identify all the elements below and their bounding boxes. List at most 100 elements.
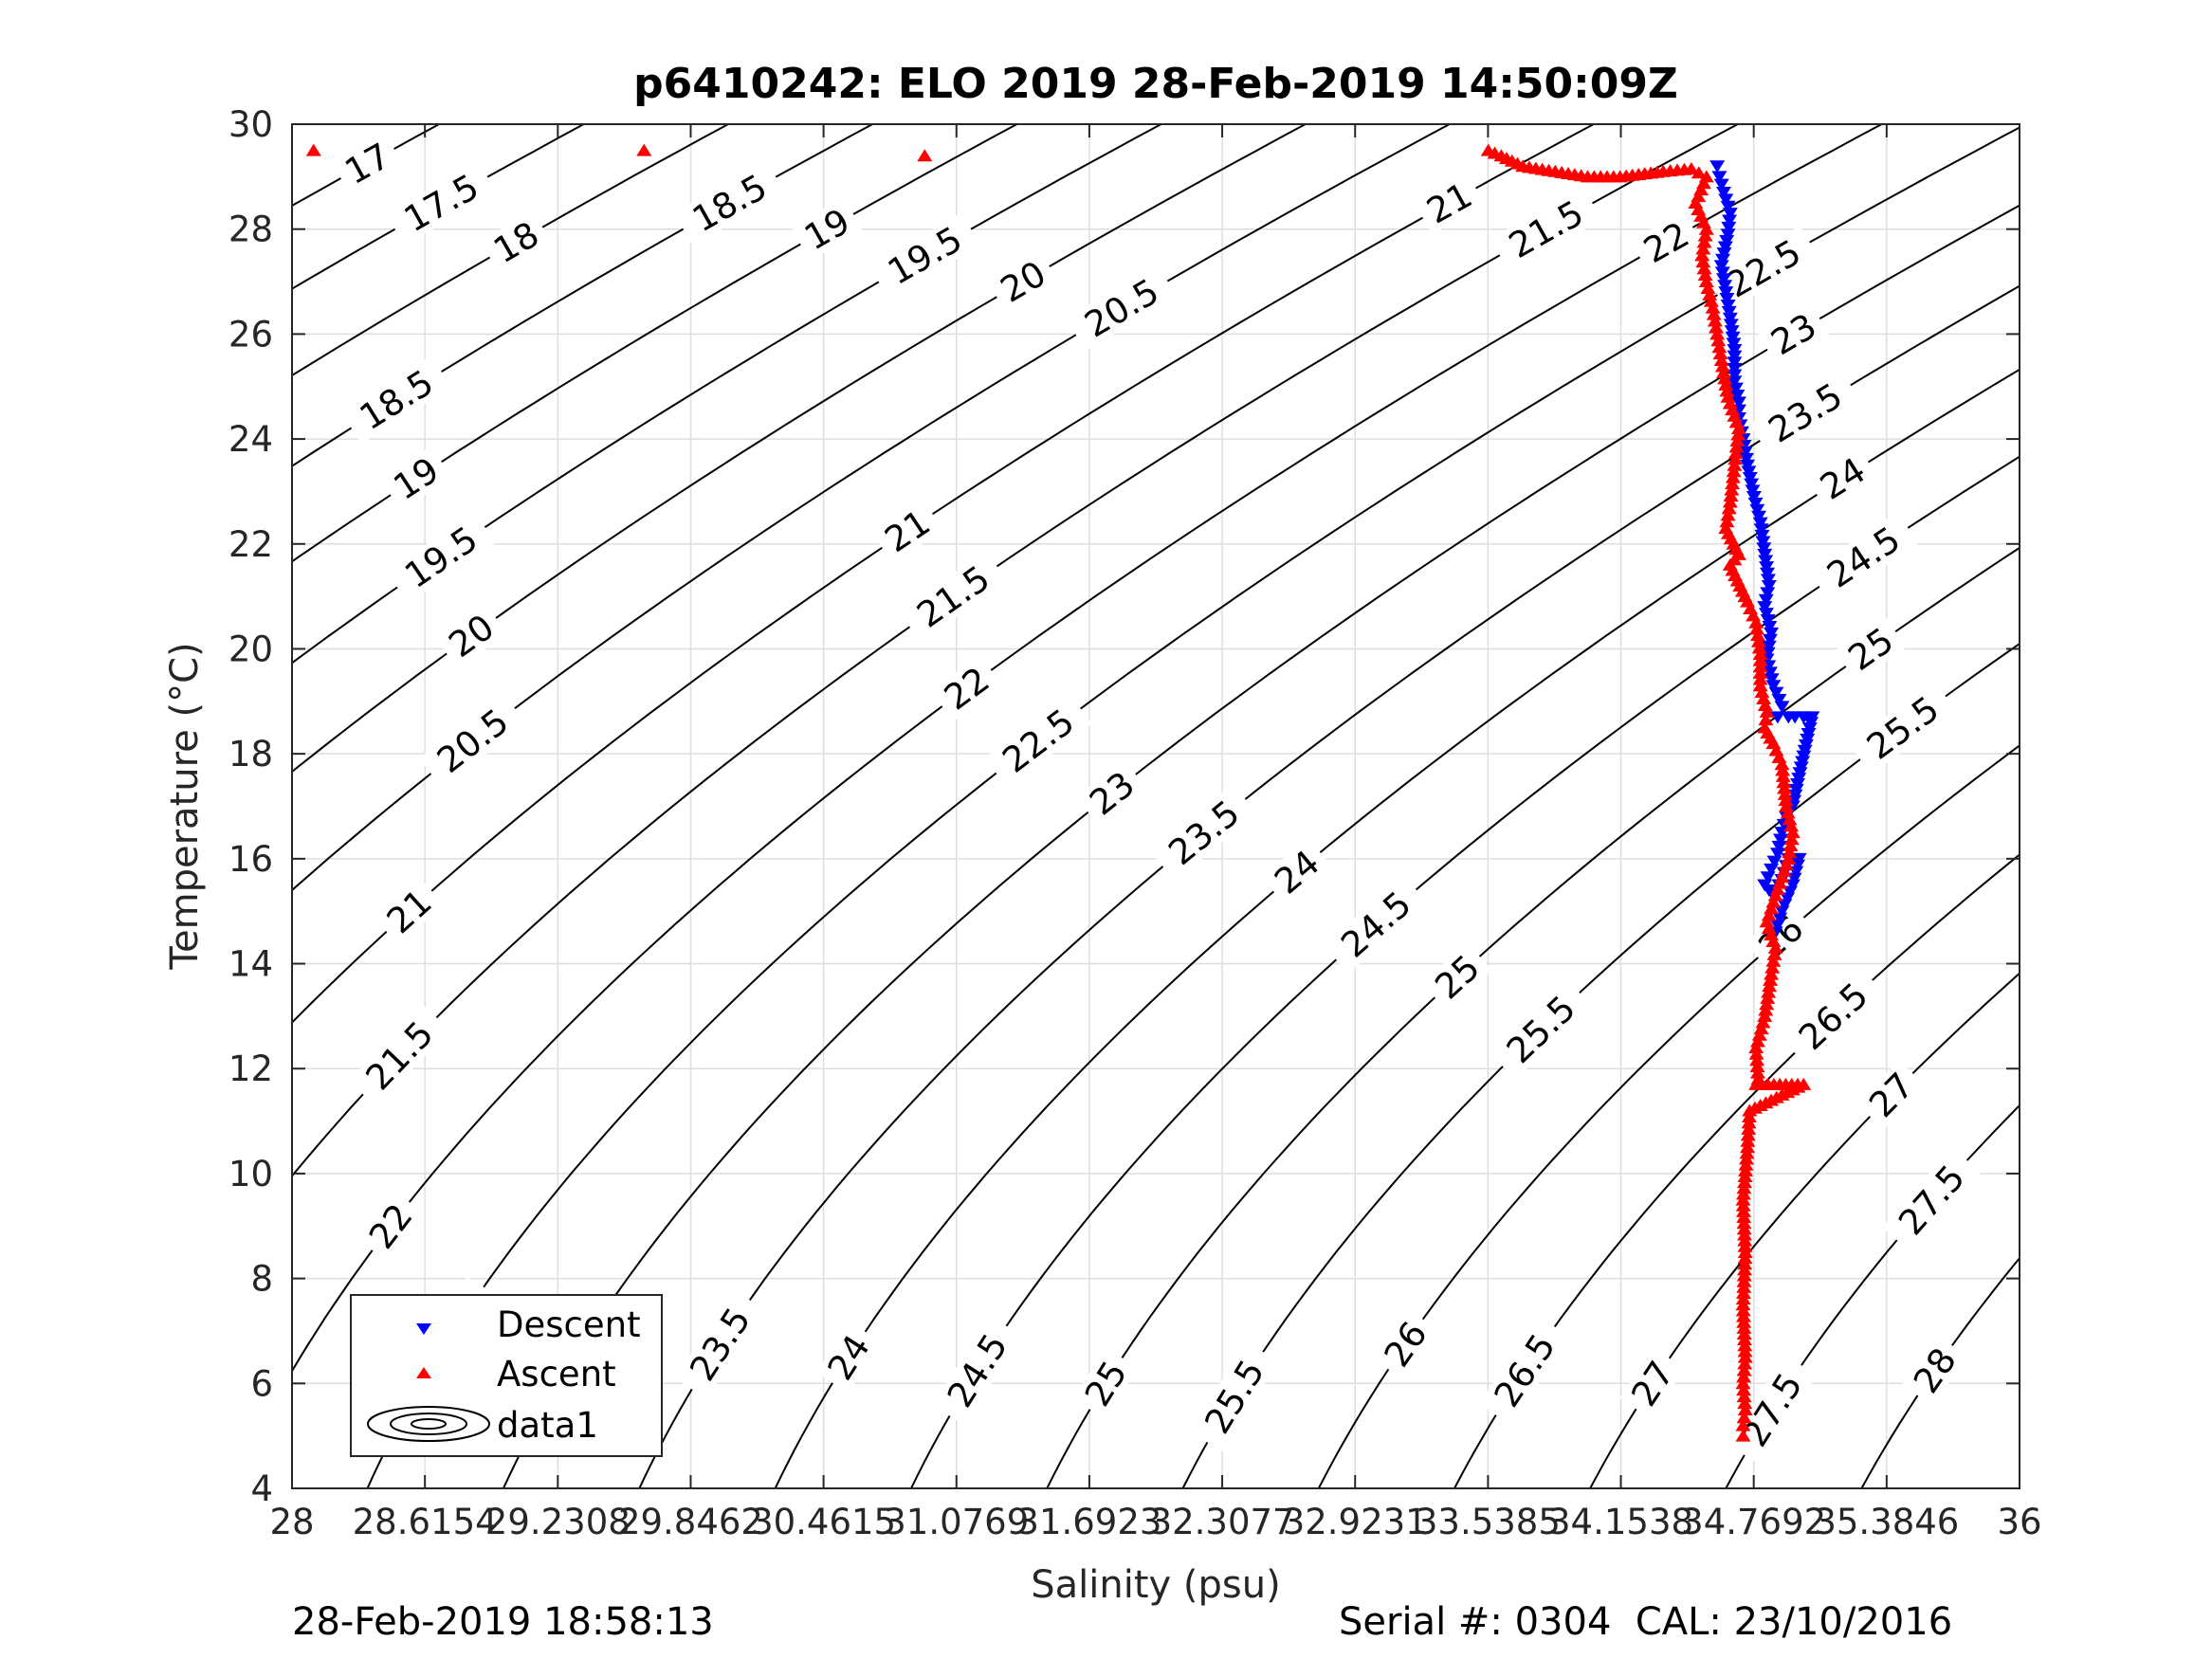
descent-point [1758, 593, 1774, 607]
ascent-point [1728, 440, 1745, 453]
ascent-point [1737, 1402, 1753, 1415]
ascent-point [1763, 973, 1779, 986]
x-tick-label: 28 [269, 1502, 314, 1542]
descent-point [1759, 561, 1775, 574]
descent-point [1772, 912, 1788, 925]
descent-point [1709, 160, 1726, 173]
descent-point [1758, 608, 1774, 621]
ascent-point [1725, 470, 1741, 483]
ascent-point [1767, 940, 1783, 954]
contour-label-bg [1757, 301, 1830, 366]
descent-point [1723, 319, 1739, 332]
contour-label-bg [386, 511, 496, 603]
descent-point [1765, 680, 1782, 693]
ascent-point [1759, 997, 1775, 1011]
descent-point [1726, 337, 1742, 351]
ascent-point [1735, 1292, 1751, 1305]
descent-point [1727, 362, 1743, 375]
ascent-point [1742, 1103, 1758, 1117]
descent-point [1764, 863, 1780, 876]
axes-box [291, 123, 2020, 1489]
ascent-point [1752, 665, 1768, 679]
contour-label: 23 [1076, 759, 1148, 828]
descent-point [1745, 484, 1761, 498]
density-contour [1725, 1103, 2020, 1488]
y-tick-label: 18 [229, 734, 273, 775]
contour-label-bg [984, 693, 1092, 789]
descent-point [1718, 193, 1734, 207]
contour-label-bg [374, 876, 445, 946]
contour-label-bg [435, 602, 507, 669]
ascent-point [1707, 314, 1723, 327]
x-tick-label: 28.6154 [353, 1502, 498, 1542]
ascent-point [1782, 839, 1799, 852]
contour-label-bg [480, 210, 553, 274]
descent-point [1744, 478, 1760, 491]
ascent-point [1741, 1116, 1757, 1129]
footer-timestamp: 28-Feb-2019 18:58:13 [292, 1600, 714, 1644]
ascent-point [1710, 334, 1727, 347]
contour-label-bg [1073, 1347, 1139, 1420]
descent-point [1738, 452, 1754, 465]
ascent-point [1735, 1204, 1751, 1217]
y-tick-label: 12 [229, 1048, 273, 1089]
ascent-point [1720, 508, 1736, 521]
contour-label-bg [349, 1004, 450, 1107]
ascent-point [1780, 806, 1796, 819]
ascent-point [1752, 647, 1768, 660]
ascent-point [1698, 222, 1714, 235]
ascent-point [1721, 501, 1737, 515]
ascent-point [1737, 1344, 1753, 1358]
ascent-point [1735, 1304, 1751, 1317]
legend-data1-label: data1 [497, 1405, 598, 1446]
ascent-point [1718, 377, 1734, 391]
descent-point [1711, 171, 1728, 184]
contour-label-bg [1490, 186, 1602, 272]
ascent-point [1739, 1152, 1755, 1165]
contour-label-bg [1076, 759, 1148, 828]
data-series [305, 143, 1820, 1442]
ascent-point [1735, 1376, 1751, 1390]
descent-point [1764, 673, 1780, 686]
descent-point [1721, 221, 1737, 234]
descent-point [1771, 693, 1787, 706]
density-contour [1453, 853, 2020, 1488]
y-tick-label: 10 [229, 1154, 273, 1194]
ascent-point [1765, 954, 1782, 967]
ascent-point [1730, 422, 1746, 435]
contour-label-bg [898, 550, 1008, 643]
descent-point [1749, 503, 1765, 517]
contour-label-bg [1323, 875, 1429, 974]
descent-point [1741, 465, 1757, 479]
density-contour [292, 124, 1884, 1374]
contour-label-bg [930, 654, 1003, 722]
x-tick-label: 31.0769 [884, 1502, 1029, 1542]
ascent-point [1737, 1245, 1753, 1258]
y-tick-label: 8 [250, 1259, 273, 1300]
ascent-point [1748, 1047, 1764, 1060]
plot-area [292, 124, 2020, 1488]
ascent-point [1723, 489, 1739, 502]
ascent-point [1777, 781, 1793, 794]
ascent-point [1735, 1429, 1751, 1442]
ascent-point [1783, 832, 1800, 846]
y-tick-label: 6 [250, 1363, 273, 1404]
ascent-point [1735, 1418, 1751, 1431]
contour-label-bg [1749, 369, 1861, 457]
descent-point [1766, 855, 1782, 868]
descent-point [1729, 389, 1746, 402]
descent-point [1715, 253, 1731, 266]
contour-label-bg [1150, 784, 1257, 882]
ascent-point [1737, 1339, 1753, 1352]
y-tick-label: 14 [229, 944, 273, 985]
legend-data1-contour-icon [367, 1406, 490, 1442]
ascent-point [1703, 294, 1719, 307]
ascent-point [1739, 1146, 1755, 1159]
contour-label-bg [673, 160, 786, 246]
descent-point [1771, 840, 1787, 853]
ascent-point [1736, 1216, 1752, 1230]
ascent-point [1724, 483, 1740, 496]
descent-point [1727, 350, 1743, 363]
descent-point [1720, 228, 1736, 242]
contour-label-bg [675, 1288, 765, 1399]
